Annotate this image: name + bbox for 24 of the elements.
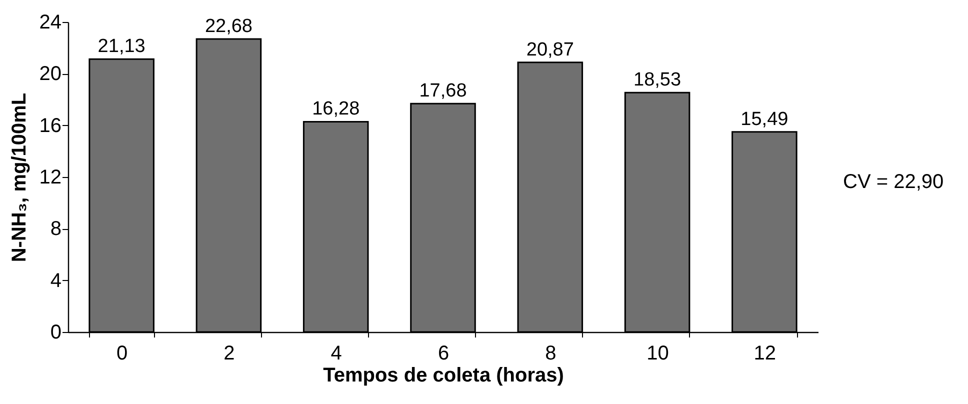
y-tick-label: 16	[39, 114, 62, 137]
data-label: 16,28	[312, 98, 360, 120]
data-label: 18,53	[634, 70, 682, 91]
y-axis-title: N-NH₃, mg/100mL	[8, 92, 30, 262]
y-tick-label: 0	[50, 322, 62, 344]
text: CV = 22,90	[843, 171, 944, 193]
data-label: 15,49	[740, 108, 788, 130]
y-tick-label: 4	[50, 270, 62, 292]
x-tick-label: 6	[438, 342, 450, 364]
data-label: 17,68	[419, 80, 467, 102]
data-label: 21,13	[98, 36, 146, 58]
x-tick-label: 0	[116, 342, 128, 364]
y-tick-label: 24	[39, 12, 62, 34]
x-tick-label: 12	[754, 342, 776, 364]
x-tick-label: 10	[646, 342, 669, 364]
y-tick-label: 20	[39, 63, 62, 86]
y-tick-label: 8	[50, 218, 62, 240]
y-tick-label: 12	[39, 166, 62, 188]
x-tick-label: 8	[545, 342, 556, 364]
x-tick-label: 2	[224, 342, 235, 364]
data-label: 20,87	[526, 39, 574, 60]
data-label: 22,68	[204, 16, 252, 38]
x-tick-label: 4	[330, 342, 342, 364]
x-axis-title: Tempos de coleta (horas)	[323, 364, 564, 386]
